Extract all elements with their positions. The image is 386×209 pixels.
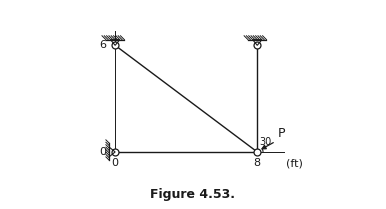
- Text: 0: 0: [112, 158, 119, 168]
- Text: 30: 30: [259, 137, 272, 147]
- Text: Figure 4.53.: Figure 4.53.: [151, 188, 235, 201]
- Text: P: P: [278, 127, 285, 140]
- Text: 8: 8: [254, 158, 261, 168]
- Text: 6: 6: [99, 40, 106, 50]
- Text: (ft): (ft): [286, 158, 303, 168]
- Text: 0: 0: [99, 147, 106, 157]
